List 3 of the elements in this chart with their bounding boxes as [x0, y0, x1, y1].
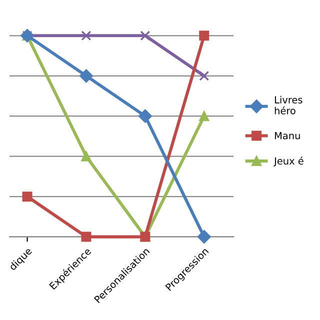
legend-label: Jeux é [274, 156, 304, 166]
legend-label: Manu [275, 132, 300, 140]
legend-label: Livres héro [274, 96, 302, 114]
